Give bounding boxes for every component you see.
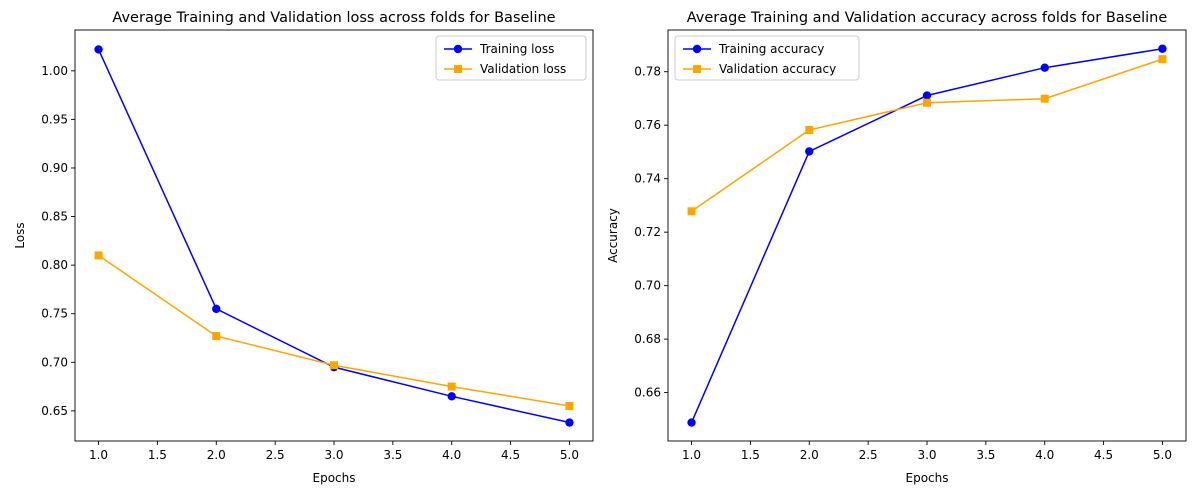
y-tick-label: 0.75 (41, 307, 68, 321)
series-1 (687, 44, 1167, 427)
y-tick-label: 0.70 (41, 355, 68, 369)
series-line (98, 254, 570, 407)
y-tick-label: 0.65 (41, 404, 68, 418)
series-line (691, 58, 1163, 212)
y-tick-label: 0.80 (41, 258, 68, 272)
data-point (447, 382, 456, 391)
legend-item: Validation loss (444, 62, 566, 76)
legend: Training loss Validation loss (435, 35, 587, 81)
data-point (922, 91, 932, 100)
y-tick-label: 0.95 (41, 112, 68, 126)
x-tick-label: 1.0 (89, 448, 108, 462)
y-tick-label: 0.70 (634, 279, 661, 293)
data-point (687, 207, 696, 216)
legend-box (435, 35, 587, 81)
legend-box (674, 35, 860, 81)
x-tick-label: 3.5 (383, 448, 402, 462)
y-tick-label: 1.00 (41, 64, 68, 78)
legend-label: Validation loss (480, 62, 566, 76)
chart-title: Average Training and Validation loss acr… (112, 10, 555, 26)
data-point (94, 45, 103, 54)
legend-marker (693, 65, 701, 73)
legend: Training accuracy Validation accuracy (674, 35, 860, 81)
x-tick-label: 4.0 (442, 448, 461, 462)
y-tick-label: 0.72 (634, 225, 661, 239)
legend-item: Training accuracy (683, 42, 824, 56)
x-tick-label: 1.5 (148, 448, 167, 462)
x-axis-label: Epochs (313, 471, 356, 485)
legend-label: Training loss (479, 42, 554, 56)
legend-item: Training loss (444, 42, 554, 56)
x-tick-label: 1.0 (682, 448, 701, 462)
y-tick-label: 0.74 (634, 172, 661, 186)
y-tick-label: 0.66 (634, 386, 661, 400)
legend-marker (454, 65, 462, 73)
x-tick-label: 2.5 (859, 448, 878, 462)
data-point (1040, 63, 1049, 72)
plot-frame (74, 29, 594, 442)
legend-marker (453, 44, 463, 54)
x-tick-label: 4.0 (1035, 448, 1054, 462)
data-point (687, 418, 696, 427)
data-point (1158, 55, 1167, 64)
x-tick-label: 5.0 (1153, 448, 1172, 462)
y-tick-label: 0.68 (634, 332, 661, 346)
x-tick-label: 2.0 (207, 448, 226, 462)
chart-1: Average Training and Validation loss acr… (13, 10, 594, 485)
x-tick-label: 5.0 (560, 448, 579, 462)
data-point (330, 361, 338, 370)
data-point (923, 98, 931, 107)
data-point (565, 418, 574, 427)
x-tick-label: 2.5 (266, 448, 285, 462)
x-axis-label: Epochs (906, 471, 949, 485)
data-point (1158, 44, 1167, 53)
y-axis-label: Accuracy (606, 208, 620, 263)
data-point (94, 251, 103, 260)
legend-label: Training accuracy (718, 42, 824, 56)
data-point (805, 147, 814, 156)
legend-marker (692, 44, 702, 54)
y-tick-label: 0.78 (634, 65, 661, 79)
x-tick-label: 2.0 (800, 448, 819, 462)
x-tick-label: 1.5 (741, 448, 760, 462)
x-tick-label: 3.0 (917, 448, 936, 462)
x-tick-label: 4.5 (501, 448, 520, 462)
data-point (565, 402, 574, 411)
data-point (805, 126, 814, 135)
series-2 (94, 251, 574, 411)
legend-item: Validation accuracy (683, 62, 836, 76)
legend-label: Validation accuracy (719, 62, 836, 76)
x-tick-label: 3.5 (976, 448, 995, 462)
x-tick-label: 4.5 (1094, 448, 1113, 462)
series-2 (687, 55, 1167, 216)
chart-2: Average Training and Validation accuracy… (606, 10, 1187, 485)
y-tick-label: 0.85 (41, 210, 68, 224)
data-point (212, 304, 221, 314)
series-1 (94, 45, 574, 427)
data-point (212, 332, 221, 341)
data-point (1040, 94, 1049, 103)
data-point (447, 392, 456, 401)
y-tick-label: 0.90 (41, 161, 68, 175)
y-axis-label: Loss (13, 222, 27, 248)
chart-title: Average Training and Validation accuracy… (687, 10, 1168, 26)
x-tick-label: 3.0 (324, 448, 343, 462)
y-tick-label: 0.76 (634, 118, 661, 132)
